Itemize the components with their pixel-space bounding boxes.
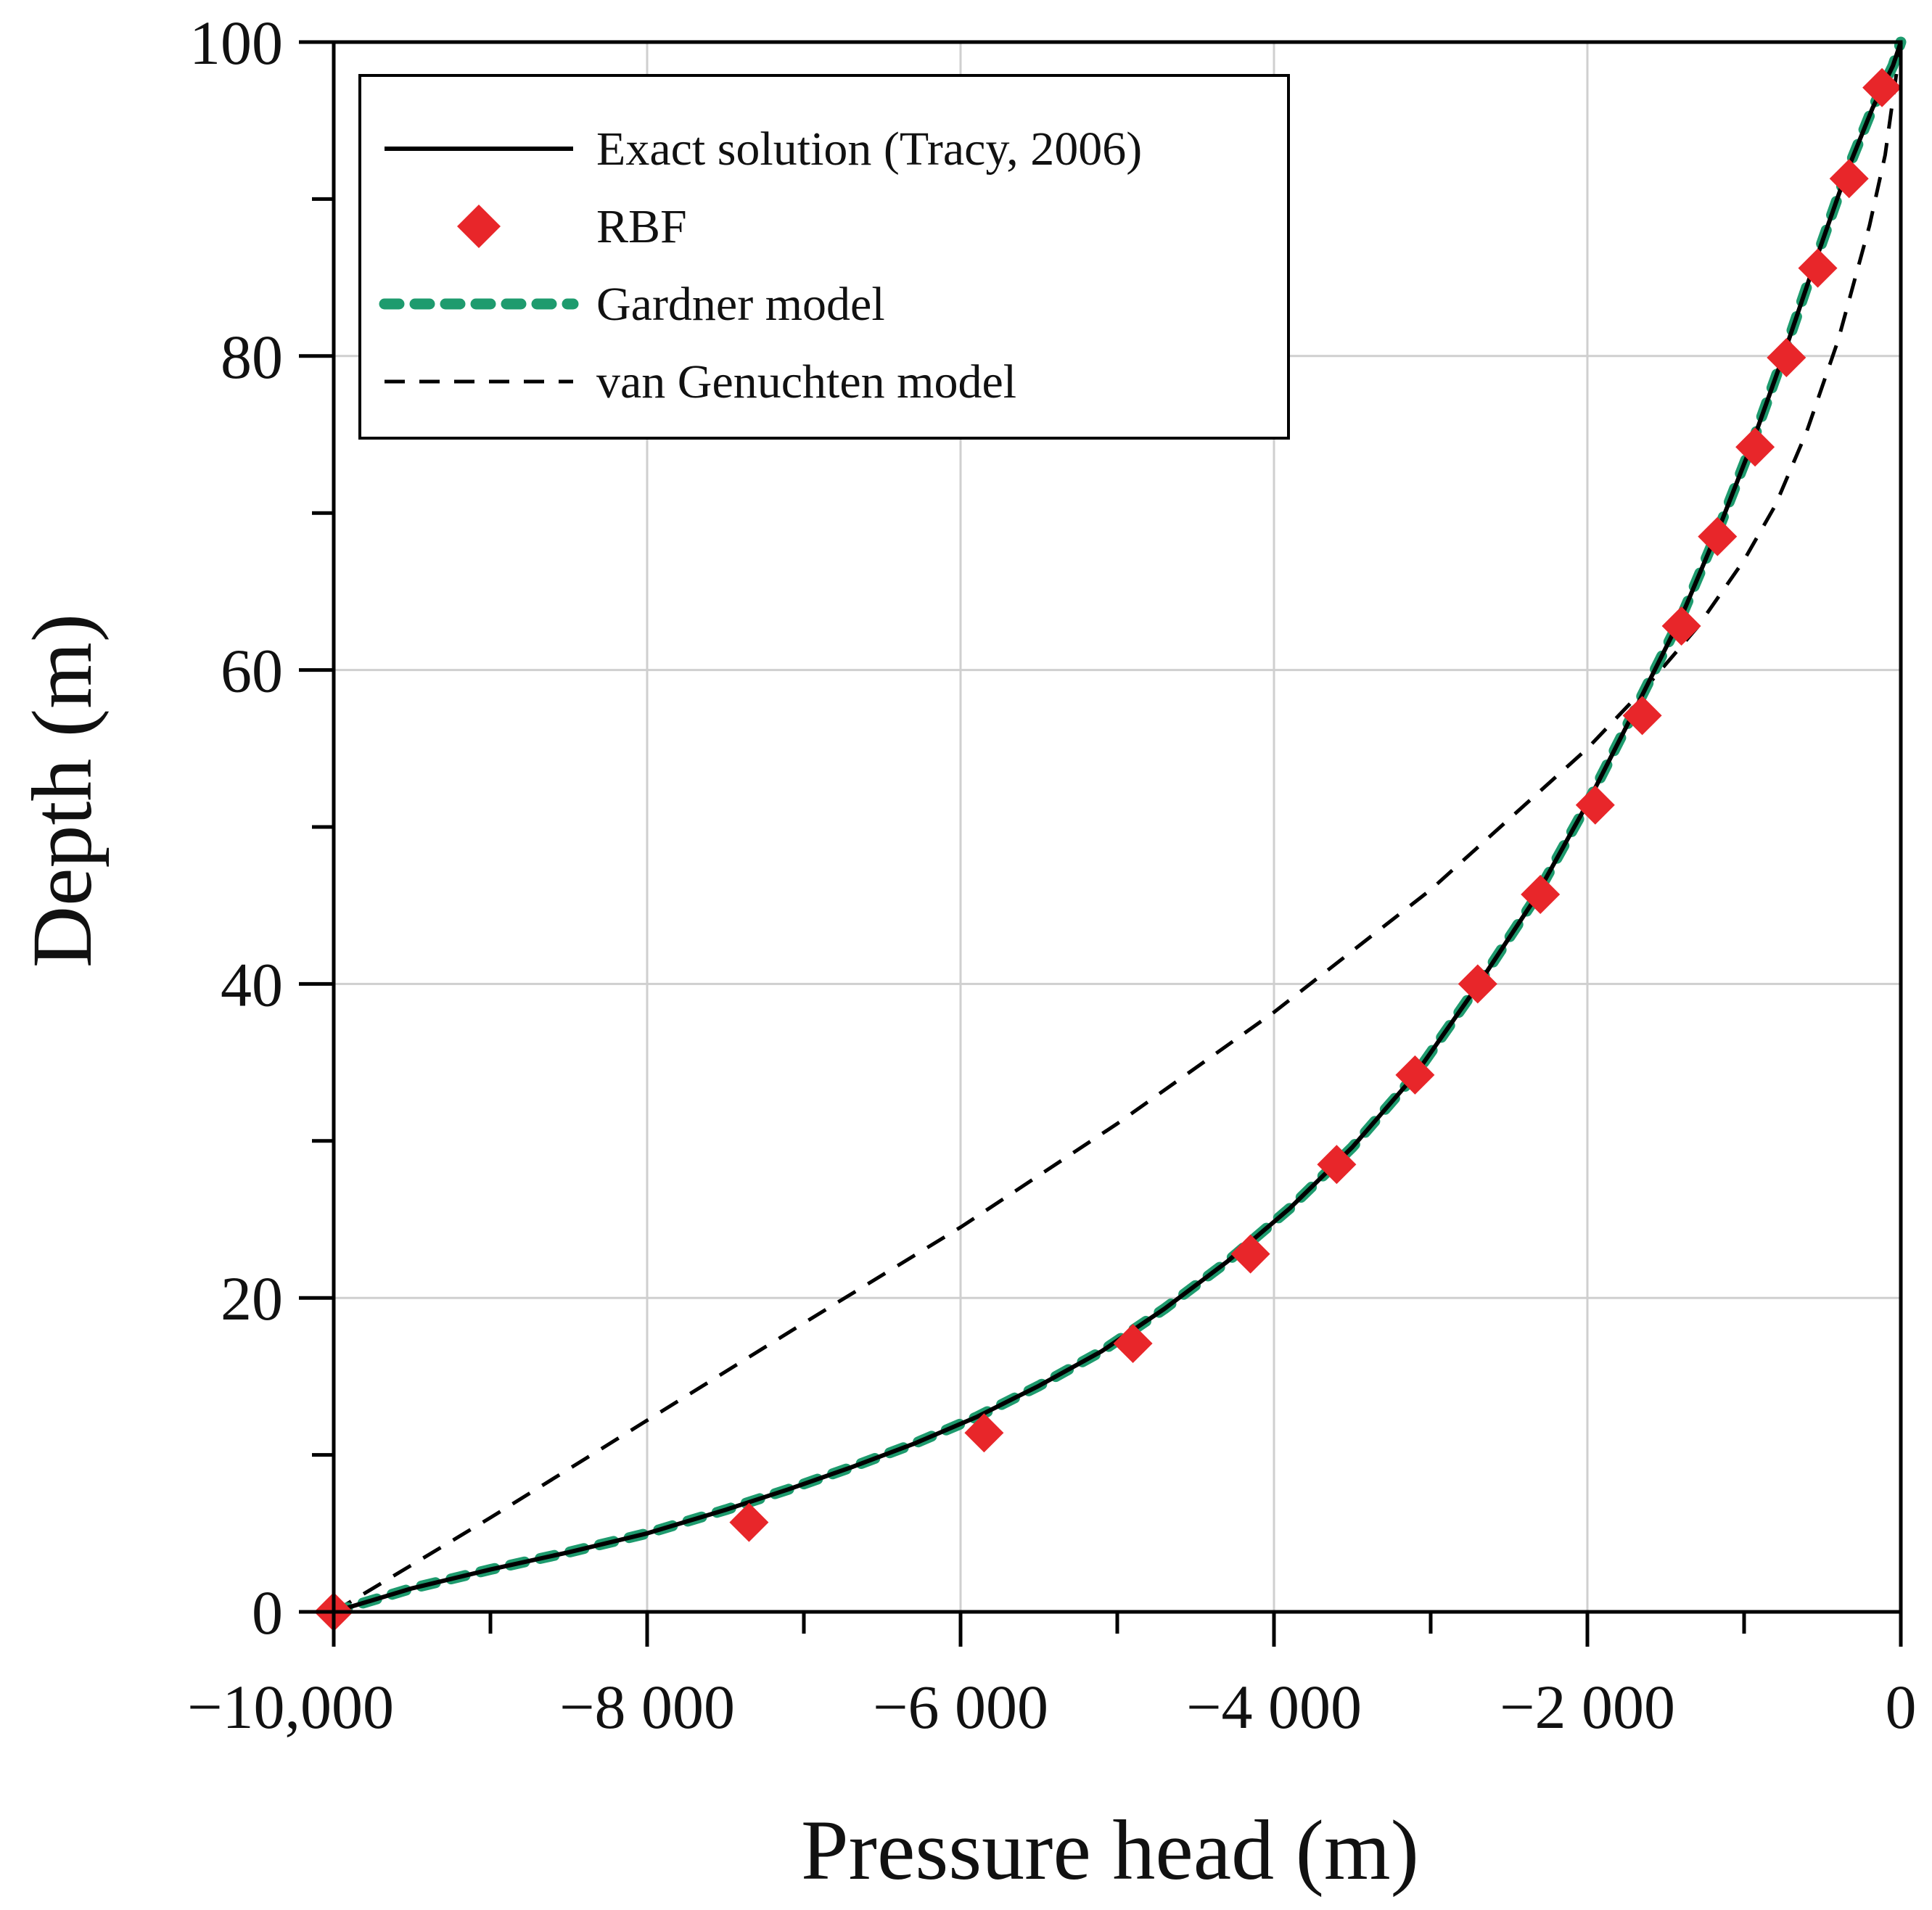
x-tick-label: −8 000 bbox=[559, 1672, 735, 1742]
rbf-point bbox=[1767, 337, 1806, 377]
x-axis-title: Pressure head (m) bbox=[801, 1803, 1419, 1898]
rbf-point bbox=[1622, 696, 1662, 736]
series-line-van-genuchten-model bbox=[332, 41, 1903, 1614]
x-tick-label: −6 000 bbox=[873, 1672, 1048, 1742]
legend-label: van Genuchten model bbox=[596, 355, 1016, 408]
rbf-point bbox=[729, 1502, 769, 1542]
x-tick-label: −2 000 bbox=[1500, 1672, 1675, 1742]
series-layer bbox=[314, 36, 1907, 1631]
series-rbf bbox=[314, 67, 1902, 1631]
y-axis-title: Depth (m) bbox=[15, 614, 110, 968]
rbf-point bbox=[1661, 606, 1701, 646]
tick-labels: −10,000 −8 000 −6 000 −4 000 −2 000 0 0 20 40 60 8… bbox=[187, 8, 1917, 1742]
y-tick-label: 60 bbox=[221, 636, 283, 706]
legend: Exact solution (Tracy, 2006) RBF Gardner m… bbox=[358, 74, 1290, 440]
y-tick-label: 100 bbox=[189, 8, 283, 78]
rbf-point bbox=[1458, 964, 1497, 1004]
legend-label: RBF bbox=[596, 200, 687, 253]
legend-label: Gardner model bbox=[596, 278, 885, 331]
axis-ticks bbox=[299, 40, 1903, 1647]
legend-label: Exact solution (Tracy, 2006) bbox=[596, 123, 1142, 176]
rbf-point bbox=[1575, 785, 1615, 825]
rbf-point bbox=[1317, 1145, 1357, 1185]
rbf-point bbox=[1829, 159, 1869, 199]
rbf-point bbox=[1798, 248, 1838, 288]
rbf-point bbox=[1113, 1323, 1153, 1363]
legend-box bbox=[358, 74, 1290, 440]
x-tick-label: −10,000 bbox=[187, 1672, 394, 1742]
y-tick-label: 20 bbox=[221, 1264, 283, 1333]
x-tick-label: 0 bbox=[1886, 1672, 1917, 1742]
rbf-point bbox=[1395, 1055, 1435, 1095]
x-tick-label: −4 000 bbox=[1186, 1672, 1362, 1742]
rbf-point bbox=[1862, 67, 1902, 107]
rbf-point bbox=[1521, 875, 1561, 915]
legend-swatch-rbf bbox=[457, 205, 501, 248]
rbf-point bbox=[1230, 1234, 1270, 1274]
y-tick-label: 80 bbox=[221, 322, 283, 392]
y-tick-label: 0 bbox=[252, 1578, 283, 1647]
y-tick-label: 40 bbox=[221, 950, 283, 1019]
rbf-point bbox=[964, 1413, 1004, 1453]
rbf-point bbox=[1698, 516, 1738, 556]
rbf-point bbox=[1735, 427, 1775, 467]
